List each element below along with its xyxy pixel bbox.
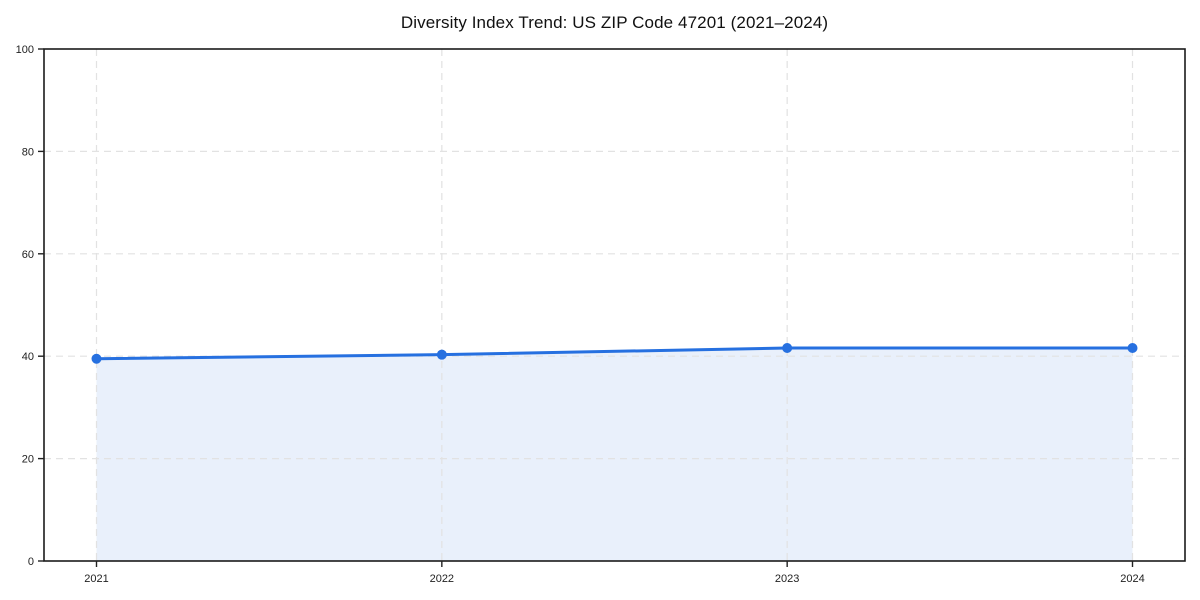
data-point-2023 [782,343,793,354]
data-point-2024 [1127,343,1138,354]
x-tick-label-2021: 2021 [84,573,108,585]
data-point-2022 [436,349,447,360]
y-tick-label-20: 20 [22,454,34,466]
chart-title: Diversity Index Trend: US ZIP Code 47201… [400,13,829,32]
trend-line [95,346,1134,361]
y-tick-label-40: 40 [22,351,34,363]
plot-border [43,48,1186,562]
x-tick-label-2024: 2024 [1120,573,1144,585]
y-tick-label-60: 60 [22,249,34,261]
x-tick-label-2022: 2022 [430,573,454,585]
y-tick-label-0: 0 [28,556,34,568]
data-point-2021 [91,353,102,364]
x-tick-label-2023: 2023 [775,573,799,585]
y-tick-label-80: 80 [22,146,34,158]
y-tick-label-100: 100 [16,44,34,56]
area-fill [96,348,1133,561]
